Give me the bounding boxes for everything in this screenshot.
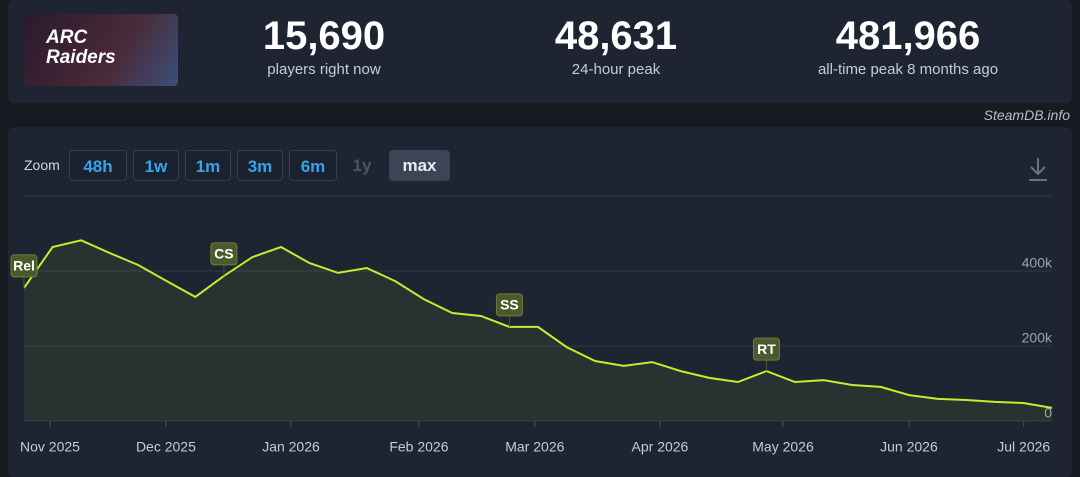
annotation-label: RT (757, 341, 776, 357)
annotation-box (10, 254, 38, 278)
stat-label: 24-hour peak (571, 61, 661, 78)
x-tick-label: Jun 2026 (880, 439, 938, 455)
source[interactable]: SteamDB.info (983, 107, 1070, 123)
annotation-box (752, 337, 780, 361)
x-tick-label: Apr 2026 (632, 439, 689, 455)
annotation-label: Rel (13, 258, 35, 274)
stat-value: 48,631 (554, 14, 678, 58)
zoom-button[interactable]: 1m (185, 150, 231, 181)
game-logo[interactable]: ARC Raiders (24, 14, 178, 86)
annotation[interactable]: CS (210, 242, 238, 276)
annotation-label: CS (214, 246, 233, 262)
zoom-label: Zoom (24, 157, 60, 173)
annotation-box (495, 293, 523, 317)
zoom-button[interactable]: 1w (133, 150, 179, 181)
x-tick-label: Jul 2026 (997, 439, 1050, 455)
stat-label: players right now (267, 61, 381, 78)
line (23, 239, 1053, 409)
stat: 48,631 24-hour peak (466, 14, 766, 78)
zoom-button[interactable]: 6m (289, 150, 337, 181)
y-tick-label: 400k (1022, 255, 1053, 271)
stat-label: all-time peak 8 months ago (817, 61, 999, 78)
x-tick-label: Mar 2026 (505, 439, 564, 455)
x-tick-label: Jan 2026 (262, 439, 320, 455)
y-tick-label: 200k (1022, 330, 1053, 346)
zoom-button[interactable]: 48h (69, 150, 127, 181)
stat: 481,966 all-time peak 8 months ago (758, 14, 1058, 78)
chart-panel (8, 127, 1072, 477)
logo-text: ARC Raiders (46, 27, 116, 68)
x-tick-label: Nov 2025 (20, 439, 80, 455)
y-tick-label: 0 (1044, 405, 1052, 421)
annotation-box (210, 242, 238, 266)
annotation[interactable]: SS (495, 293, 523, 327)
zoom-button[interactable]: 3m (237, 150, 283, 181)
stat-value: 15,690 (262, 14, 386, 58)
x-tick-label: Feb 2026 (389, 439, 448, 455)
annotation[interactable]: Rel (10, 254, 38, 288)
annotation[interactable]: RT (752, 337, 780, 372)
stat: 15,690 players right now (174, 14, 474, 78)
area (24, 240, 1052, 421)
zoom-button[interactable]: max (389, 150, 450, 181)
stat-value: 481,966 (835, 14, 981, 58)
stats-panel (8, 0, 1072, 103)
download-icon[interactable] (1029, 158, 1047, 181)
x-tick-label: May 2026 (752, 439, 814, 455)
x-tick-label: Dec 2025 (136, 439, 196, 455)
zoom-button[interactable]: 1y (352, 156, 372, 175)
annotation-label: SS (500, 297, 519, 313)
